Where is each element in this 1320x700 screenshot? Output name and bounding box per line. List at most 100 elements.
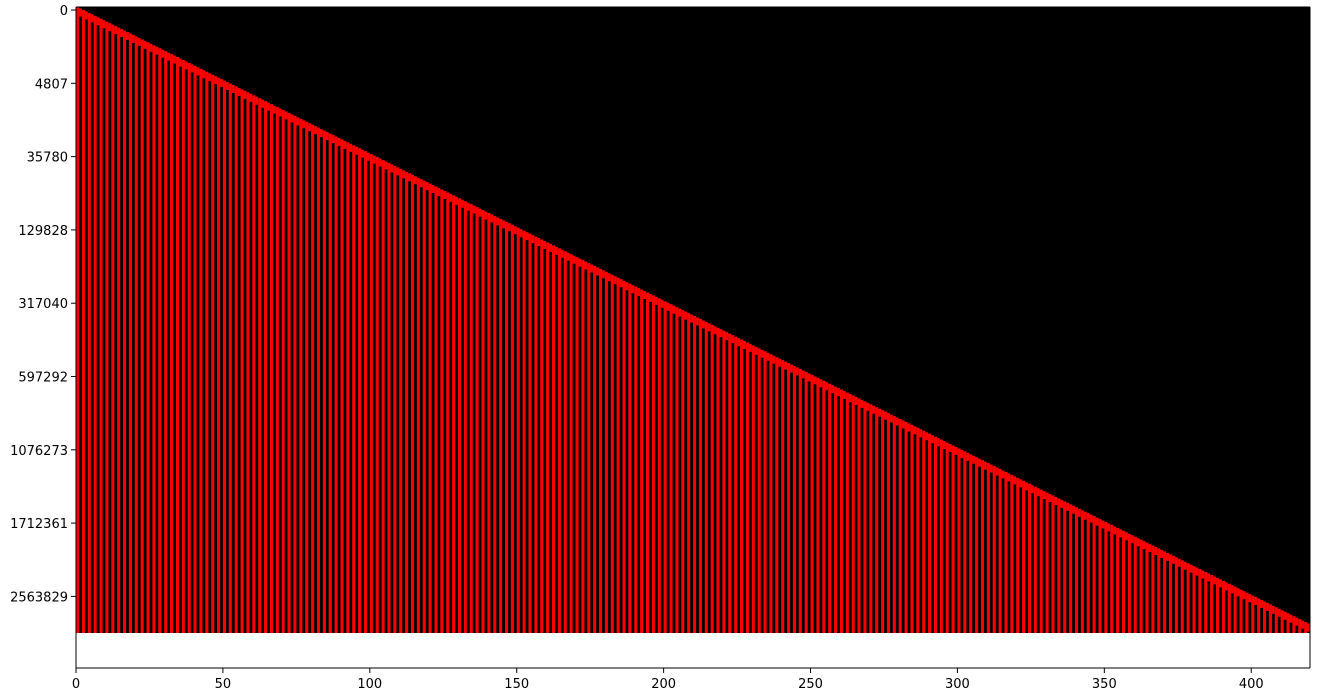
x-tick-label: 50 (215, 677, 232, 692)
heatmap-column (963, 451, 967, 633)
heatmap-column (975, 457, 979, 633)
heatmap-edge-cell (637, 288, 641, 297)
heatmap-column (740, 339, 744, 633)
heatmap-edge-cell (1177, 558, 1181, 567)
heatmap-column (863, 401, 867, 633)
heatmap-column (1298, 619, 1302, 633)
heatmap-column (1292, 616, 1296, 633)
heatmap-edge-cell (1042, 491, 1046, 500)
heatmap-edge-cell (296, 117, 300, 126)
heatmap-column (1215, 577, 1220, 633)
heatmap-column (1174, 557, 1178, 633)
heatmap-edge-cell (754, 346, 758, 355)
heatmap-column (1110, 524, 1114, 633)
heatmap-column (1274, 607, 1278, 633)
y-ticks: 0 4807 35780 129828 317040 597292 1076273 17123… (10, 4, 76, 605)
heatmap-column (1039, 489, 1043, 633)
heatmap-edge-cell (78, 8, 82, 17)
heatmap-column (452, 195, 456, 633)
heatmap-column (111, 24, 115, 634)
heatmap-column (563, 251, 567, 633)
heatmap-edge-cell (1148, 544, 1152, 553)
heatmap-column (481, 210, 485, 633)
heatmap-edge-cell (425, 182, 429, 191)
heatmap-column (834, 386, 838, 633)
heatmap-edge-cell (1260, 599, 1263, 608)
heatmap-column (1192, 566, 1196, 633)
heatmap-edge-cell (1007, 473, 1011, 482)
heatmap-edge-cell (1265, 602, 1269, 611)
heatmap-edge-cell (1077, 508, 1081, 517)
heatmap-column (1268, 604, 1272, 633)
heatmap-column (1151, 545, 1155, 633)
plot-area (76, 7, 1310, 634)
heatmap-column (851, 395, 855, 633)
heatmap-column (1286, 613, 1290, 633)
heatmap-edge-cell (131, 34, 135, 43)
heatmap-column (416, 177, 420, 633)
heatmap-column (158, 48, 162, 633)
heatmap-edge-cell (789, 364, 793, 373)
heatmap-edge-cell (443, 190, 447, 199)
heatmap-column (328, 133, 332, 634)
heatmap-column (1186, 563, 1190, 633)
heatmap-edge-cell (895, 417, 899, 426)
heatmap-column (534, 236, 538, 634)
heatmap-column (352, 145, 356, 633)
heatmap-column (957, 448, 961, 633)
heatmap-edge-cell (936, 438, 940, 447)
heatmap-column (222, 80, 226, 633)
heatmap-column (81, 9, 85, 633)
heatmap-column (722, 330, 726, 633)
heatmap-column (217, 77, 221, 633)
heatmap-edge-cell (1213, 576, 1216, 585)
heatmap-edge-cell (413, 176, 417, 185)
heatmap-column (1051, 495, 1055, 633)
x-tick-label: 250 (798, 677, 823, 692)
heatmap-edge-cell (848, 393, 852, 402)
x-tick-label: 150 (504, 677, 529, 692)
heatmap-column (522, 230, 526, 633)
heatmap-edge-cell (737, 338, 741, 347)
heatmap-edge-cell (854, 396, 858, 405)
heatmap-column (657, 298, 661, 633)
heatmap-column (881, 410, 885, 633)
heatmap-edge-cell (684, 311, 688, 320)
heatmap-column (493, 215, 497, 633)
heatmap-edge-cell (167, 52, 171, 61)
heatmap-edge-cell (1289, 614, 1293, 623)
x-tick-label: 100 (357, 677, 382, 692)
heatmap-column (1145, 542, 1149, 633)
heatmap-edge-cell (713, 326, 717, 335)
heatmap-column (1280, 610, 1284, 633)
heatmap-edge-cell (202, 70, 206, 79)
heatmap-column (258, 98, 262, 634)
heatmap-edge-cell (878, 408, 882, 417)
heatmap-column (305, 121, 309, 634)
heatmap-edge-cell (625, 282, 629, 291)
heatmap-edge-cell (1248, 594, 1252, 603)
heatmap-column (816, 377, 820, 633)
heatmap-edge-cell (836, 388, 840, 397)
heatmap-edge-cell (125, 32, 129, 41)
heatmap-edge-cell (231, 84, 235, 93)
heatmap-edge-cell (1183, 561, 1187, 570)
heatmap-edge-cell (196, 67, 200, 76)
heatmap-edge-cell (883, 411, 887, 420)
heatmap-column (181, 59, 185, 634)
heatmap-edge-cell (1107, 523, 1111, 532)
heatmap-column (669, 304, 673, 633)
heatmap-edge-cell (1025, 482, 1028, 491)
heatmap-column (1104, 522, 1108, 633)
heatmap-edge-cell (325, 132, 329, 141)
heatmap-column (469, 204, 473, 634)
heatmap-edge-cell (1054, 496, 1058, 505)
heatmap-edge-cell (695, 317, 699, 326)
heatmap-cells (76, 7, 1310, 634)
heatmap-column (693, 316, 697, 633)
heatmap-edge-cell (966, 452, 970, 461)
heatmap-edge-cell (502, 220, 505, 229)
heatmap-column (716, 327, 720, 633)
heatmap-column (751, 345, 755, 633)
heatmap-edge-cell (513, 226, 517, 235)
